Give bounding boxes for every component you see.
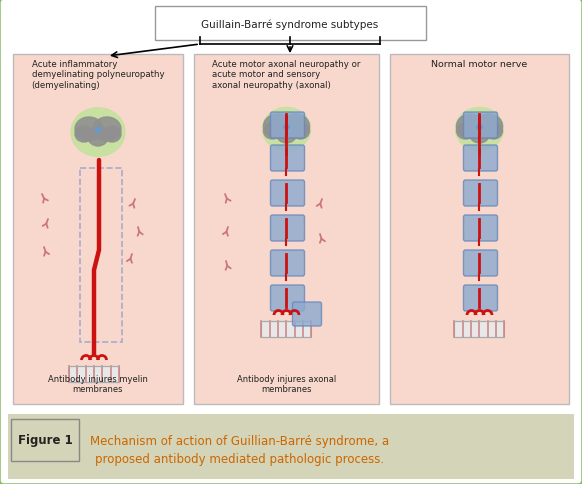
FancyBboxPatch shape (463, 181, 498, 207)
Text: Antibody injures axonal
membranes: Antibody injures axonal membranes (237, 374, 336, 393)
Text: Normal motor nerve: Normal motor nerve (431, 60, 528, 69)
FancyBboxPatch shape (271, 251, 304, 276)
FancyBboxPatch shape (463, 113, 498, 139)
Bar (13, 55, 183, 404)
Ellipse shape (456, 115, 484, 139)
Ellipse shape (88, 129, 108, 147)
Text: Acute inflammatory
demyelinating polyneuropathy
(demyelinating): Acute inflammatory demyelinating polyneu… (31, 60, 164, 90)
Ellipse shape (75, 118, 103, 142)
Ellipse shape (93, 118, 121, 142)
Ellipse shape (71, 108, 125, 157)
FancyBboxPatch shape (11, 419, 79, 461)
Ellipse shape (276, 126, 296, 144)
FancyBboxPatch shape (271, 286, 304, 311)
FancyBboxPatch shape (271, 146, 304, 172)
Circle shape (95, 128, 101, 133)
FancyBboxPatch shape (463, 251, 498, 276)
FancyBboxPatch shape (463, 286, 498, 311)
Text: Figure 1: Figure 1 (17, 434, 72, 447)
Ellipse shape (456, 108, 503, 151)
FancyBboxPatch shape (271, 113, 304, 139)
Ellipse shape (103, 127, 121, 143)
Bar (455, 321, 505, 337)
Ellipse shape (264, 115, 292, 139)
Ellipse shape (292, 124, 310, 140)
Ellipse shape (474, 115, 502, 139)
FancyBboxPatch shape (271, 215, 304, 242)
Text: Mechanism of action of Guillian-Barré syndrome, a
proposed antibody mediated pat: Mechanism of action of Guillian-Barré sy… (90, 434, 389, 465)
Circle shape (284, 125, 289, 130)
Ellipse shape (262, 108, 311, 151)
Bar (194, 55, 379, 404)
FancyBboxPatch shape (271, 181, 304, 207)
Ellipse shape (470, 126, 489, 144)
Text: Antibody injures myelin
membranes: Antibody injures myelin membranes (48, 374, 148, 393)
FancyBboxPatch shape (463, 215, 498, 242)
Ellipse shape (264, 124, 282, 140)
FancyBboxPatch shape (463, 146, 498, 172)
Ellipse shape (282, 115, 310, 139)
FancyBboxPatch shape (293, 302, 321, 326)
FancyBboxPatch shape (155, 7, 426, 41)
Bar (261, 321, 311, 337)
Text: Guillain-Barré syndrome subtypes: Guillain-Barré syndrome subtypes (201, 20, 379, 30)
Ellipse shape (456, 124, 474, 140)
Circle shape (477, 125, 482, 130)
Bar (69, 366, 119, 382)
Ellipse shape (484, 124, 502, 140)
Bar (8, 414, 574, 479)
Bar (390, 55, 569, 404)
Ellipse shape (75, 127, 93, 143)
Text: Acute motor axonal neuropathy or
acute motor and sensory
axonal neuropathy (axon: Acute motor axonal neuropathy or acute m… (212, 60, 361, 90)
